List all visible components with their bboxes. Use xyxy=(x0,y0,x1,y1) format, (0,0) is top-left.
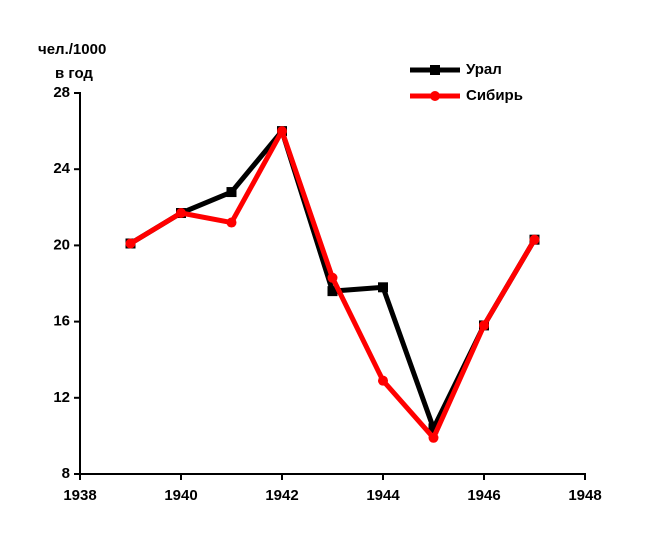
marker xyxy=(428,423,439,434)
x-tick-label: 1942 xyxy=(265,487,298,504)
marker xyxy=(529,234,540,245)
marker xyxy=(327,272,338,283)
marker xyxy=(378,282,388,293)
x-tick-label: 1938 xyxy=(63,487,96,504)
x-tick-label: 1940 xyxy=(164,487,197,504)
y-axis-label: чел./1000 xyxy=(38,41,106,58)
y-tick-label: 12 xyxy=(53,389,70,406)
marker xyxy=(277,126,287,137)
marker xyxy=(176,208,186,219)
y-tick-label: 8 xyxy=(62,465,70,482)
legend-marker xyxy=(430,91,440,101)
marker xyxy=(479,320,489,331)
y-tick-label: 28 xyxy=(53,84,70,101)
y-axis-label: в год xyxy=(55,65,93,82)
marker xyxy=(125,238,136,249)
y-tick-label: 20 xyxy=(53,236,70,253)
legend-label: Сибирь xyxy=(466,87,523,104)
y-tick-label: 24 xyxy=(53,160,70,177)
x-tick-label: 1948 xyxy=(568,487,601,504)
marker xyxy=(327,286,338,297)
x-tick-label: 1946 xyxy=(467,487,500,504)
marker xyxy=(428,432,439,443)
marker xyxy=(226,187,237,198)
marker xyxy=(226,217,237,228)
y-tick-label: 16 xyxy=(53,313,70,330)
x-tick-label: 1944 xyxy=(366,487,400,504)
legend-label: Урал xyxy=(466,61,502,78)
legend-marker xyxy=(430,65,440,75)
marker xyxy=(378,375,388,386)
